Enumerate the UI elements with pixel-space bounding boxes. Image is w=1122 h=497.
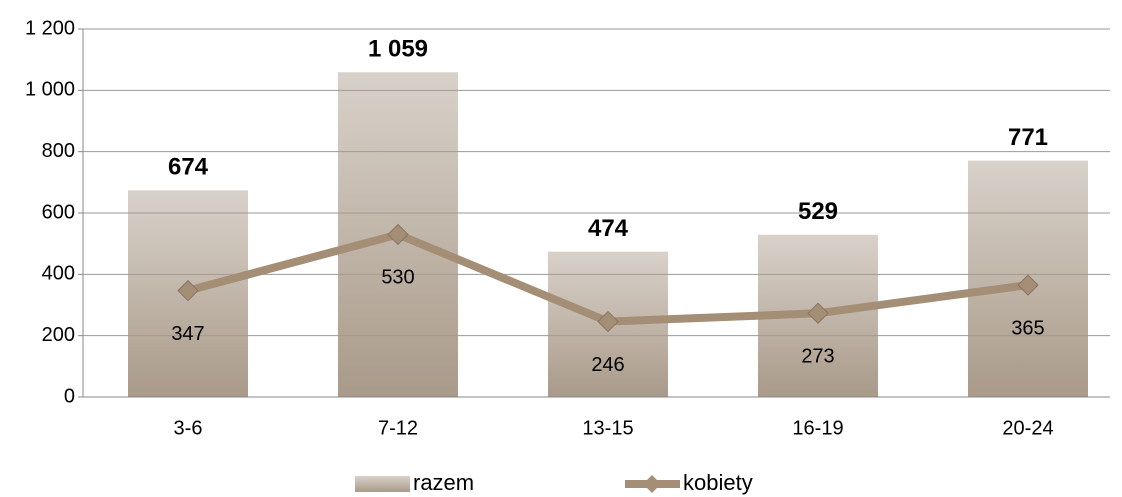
legend-swatch bbox=[355, 476, 410, 492]
bar-value-label: 674 bbox=[168, 154, 209, 181]
bar-value-label: 529 bbox=[798, 198, 838, 225]
y-tick-label: 1 200 bbox=[25, 17, 75, 39]
x-tick-label: 16-19 bbox=[792, 417, 843, 439]
y-tick-label: 800 bbox=[42, 140, 75, 162]
line-value-label: 530 bbox=[381, 267, 414, 289]
line-value-label: 365 bbox=[1011, 317, 1044, 339]
marker bbox=[1017, 274, 1039, 296]
line-value-label: 347 bbox=[171, 323, 204, 345]
legend-label: razem bbox=[413, 470, 474, 495]
legend-marker bbox=[643, 475, 661, 493]
y-tick-label: 1 000 bbox=[25, 79, 75, 101]
x-tick-label: 13-15 bbox=[582, 417, 633, 439]
legend-label: kobiety bbox=[683, 470, 753, 495]
marker bbox=[387, 223, 409, 246]
bar-value-label: 771 bbox=[1008, 124, 1048, 151]
x-tick-label: 7-12 bbox=[378, 417, 418, 439]
x-tick-label: 20-24 bbox=[1002, 417, 1053, 439]
marker bbox=[597, 310, 619, 333]
bar-value-label: 1 059 bbox=[368, 36, 428, 63]
y-tick-label: 200 bbox=[42, 324, 75, 346]
y-tick-label: 400 bbox=[42, 263, 75, 285]
line-value-label: 273 bbox=[801, 346, 834, 368]
bar-value-label: 474 bbox=[588, 215, 629, 242]
y-tick-label: 600 bbox=[42, 201, 75, 223]
y-tick-label: 0 bbox=[64, 385, 75, 407]
line-value-label: 246 bbox=[591, 354, 624, 376]
marker bbox=[177, 279, 199, 302]
marker bbox=[807, 302, 829, 324]
x-tick-label: 3-6 bbox=[174, 417, 203, 439]
